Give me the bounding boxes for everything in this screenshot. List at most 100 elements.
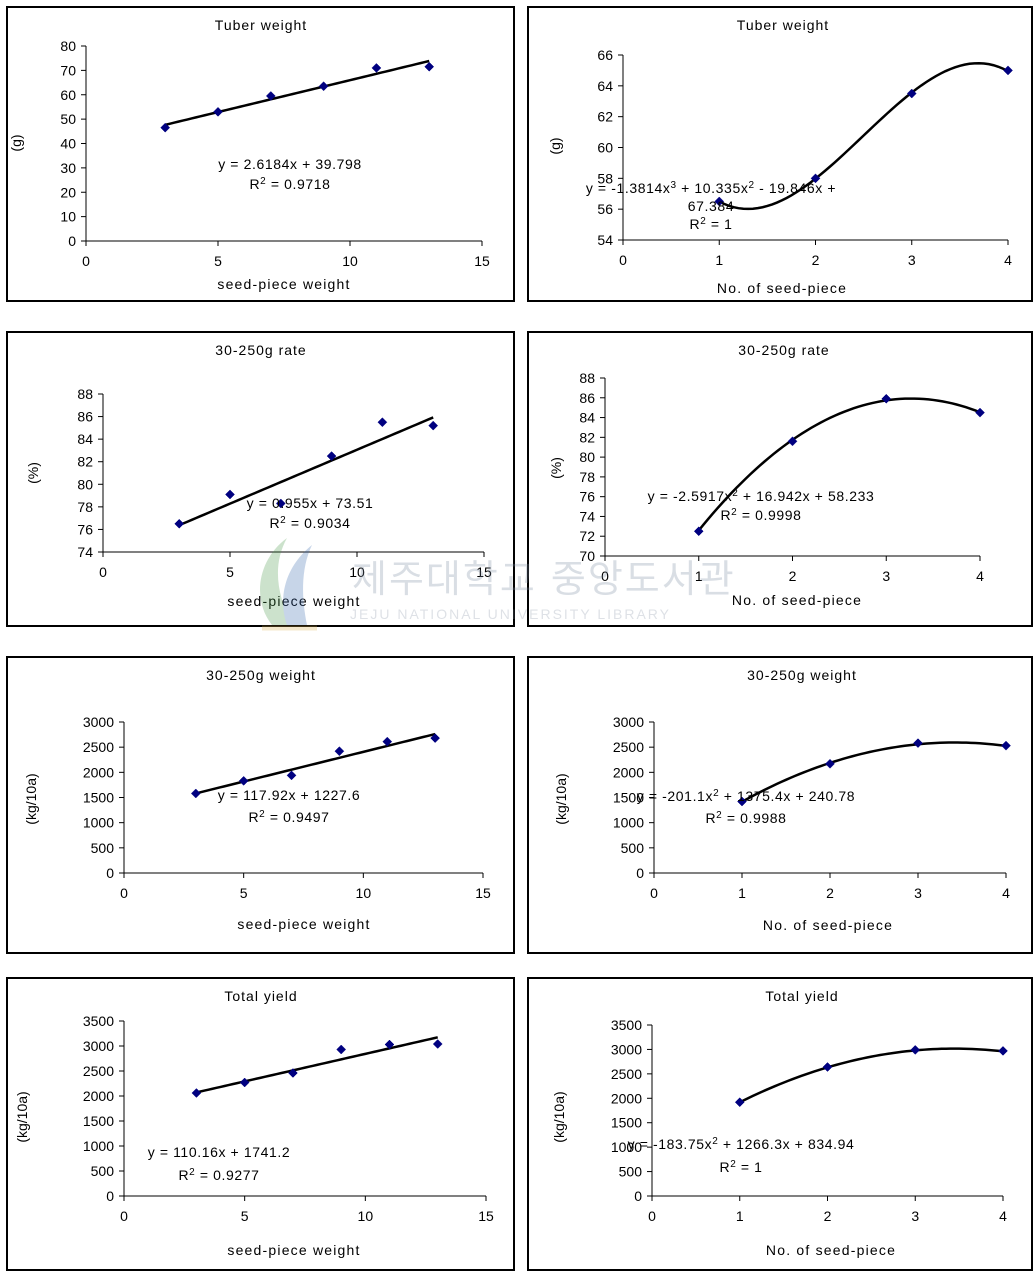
chart-5-svg: 30-250g weight 0 500 1000 1500 2000 2500 3000 0 5… [8, 658, 513, 952]
x-tick-label: 10 [358, 1208, 374, 1224]
x-tick-label: 15 [475, 885, 491, 901]
x-tick-label: 0 [650, 885, 658, 901]
x-tick-label: 4 [976, 568, 984, 584]
x-tick-label: 0 [120, 885, 128, 901]
x-tick-label: 0 [619, 252, 627, 268]
chart-title: Total yield [224, 988, 297, 1004]
trendline-equation: y = 117.92x + 1227.6 [218, 787, 361, 803]
y-tick-label: 84 [579, 410, 595, 426]
data-point [429, 421, 438, 430]
y-tick-label: 88 [579, 370, 595, 386]
x-tick-label: 3 [882, 568, 890, 584]
trendline-equation: R2 = 1 [719, 1159, 762, 1176]
chart-panel-6: 30-250g weight 0 500 1000 1500 2000 2500 3000 0 1… [527, 656, 1033, 954]
equation-text: R [248, 809, 259, 825]
data-point [1002, 741, 1011, 750]
trendline-equation: R2 = 0.9998 [720, 507, 801, 524]
y-tick-label: 0 [68, 233, 76, 249]
x-tick-label: 1 [695, 568, 703, 584]
y-tick-label: 500 [621, 840, 645, 856]
x-axis-label: seed-piece weight [217, 276, 350, 292]
chart-title: 30-250g weight [206, 667, 316, 683]
chart-title: 30-250g weight [747, 667, 857, 683]
x-axis-label: No. of seed-piece [763, 917, 893, 933]
y-axis-label: (%) [25, 462, 41, 484]
trendline-equation: 67.384 [688, 198, 734, 214]
y-tick-label: 80 [579, 449, 595, 465]
x-axis-label: No. of seed-piece [732, 592, 862, 608]
y-tick-label: 3500 [83, 1013, 114, 1029]
data-point [226, 490, 235, 499]
trendline-equation: y = -2.5917x2 + 16.942x + 58.233 [648, 488, 875, 505]
equation-text: y = 117.92x + 1227.6 [218, 787, 361, 803]
y-tick-label: 20 [60, 184, 76, 200]
x-tick-label: 4 [999, 1208, 1007, 1224]
x-tick-label: 2 [826, 885, 834, 901]
x-tick-label: 2 [789, 568, 797, 584]
x-tick-label: 5 [240, 885, 248, 901]
data-point [287, 771, 296, 780]
equation-text: y = 110.16x + 1741.2 [148, 1144, 291, 1160]
y-tick-label: 0 [634, 1188, 642, 1204]
trendline [740, 1049, 1003, 1103]
equation-text: + 10.335x [677, 180, 749, 196]
data-point [240, 1078, 249, 1087]
trendline-equation: y = 0.955x + 73.51 [247, 495, 374, 511]
trendline-equation: R2 = 1 [689, 216, 732, 233]
y-tick-label: 1000 [613, 815, 644, 831]
y-tick-label: 86 [77, 409, 93, 425]
y-tick-label: 2000 [613, 764, 644, 780]
chart-panel-1: Tuber weight 0 10 20 30 40 50 60 70 80 0 5 10 15 seed-… [6, 6, 515, 302]
y-tick-label: 74 [579, 508, 595, 524]
y-axis-label: (kg/10a) [553, 773, 569, 824]
y-tick-label: 0 [106, 1188, 114, 1204]
data-point [192, 1089, 201, 1098]
y-tick-label: 76 [579, 489, 595, 505]
equation-text: y = -1.3814x [586, 180, 671, 196]
data-point [175, 519, 184, 528]
y-tick-label: 3500 [611, 1017, 642, 1033]
equation-text: 67.384 [688, 198, 734, 214]
x-tick-label: 0 [648, 1208, 656, 1224]
trendline-equation: R2 = 0.9497 [248, 809, 329, 826]
chart-panel-2: Tuber weight 54 56 58 60 62 64 66 0 1 2 3 4 No. of se… [527, 6, 1033, 302]
y-tick-label: 70 [60, 62, 76, 78]
x-tick-label: 0 [601, 568, 609, 584]
x-tick-label: 0 [99, 564, 107, 580]
trendline-equation: y = -201.1x2 + 1375.4x + 240.78 [637, 788, 855, 805]
equation-text: R [269, 515, 280, 531]
y-tick-label: 72 [579, 528, 595, 544]
equation-text: = 0.9998 [737, 507, 801, 523]
data-point [335, 747, 344, 756]
trendline [165, 61, 429, 125]
y-tick-label: 88 [77, 386, 93, 402]
data-point [823, 1063, 832, 1072]
x-tick-label: 1 [715, 252, 723, 268]
x-tick-label: 1 [738, 885, 746, 901]
y-tick-label: 50 [60, 111, 76, 127]
y-tick-label: 2500 [83, 739, 114, 755]
data-point [433, 1040, 442, 1049]
x-tick-label: 3 [908, 252, 916, 268]
y-tick-label: 500 [619, 1164, 643, 1180]
data-point [378, 418, 387, 427]
x-tick-label: 3 [914, 885, 922, 901]
y-axis-label: (g) [547, 137, 563, 154]
y-tick-label: 3000 [83, 1038, 114, 1054]
data-point [914, 739, 923, 748]
y-tick-label: 0 [106, 865, 114, 881]
data-point [425, 62, 434, 71]
chart-6-svg: 30-250g weight 0 500 1000 1500 2000 2500 3000 0 1… [529, 658, 1031, 952]
chart-title: 30-250g rate [215, 342, 306, 358]
y-axis-label: (g) [8, 134, 24, 151]
y-tick-label: 3000 [613, 714, 644, 730]
y-tick-label: 2500 [83, 1063, 114, 1079]
chart-8-svg: Total yield05001000150020002500300035000… [529, 979, 1031, 1269]
data-point [214, 107, 223, 116]
y-tick-label: 66 [597, 47, 613, 63]
y-tick-label: 2000 [83, 764, 114, 780]
equation-text: R [178, 1167, 189, 1183]
equation-text: = 0.9034 [286, 515, 350, 531]
trendline [196, 1037, 437, 1092]
equation-text: R [249, 176, 260, 192]
